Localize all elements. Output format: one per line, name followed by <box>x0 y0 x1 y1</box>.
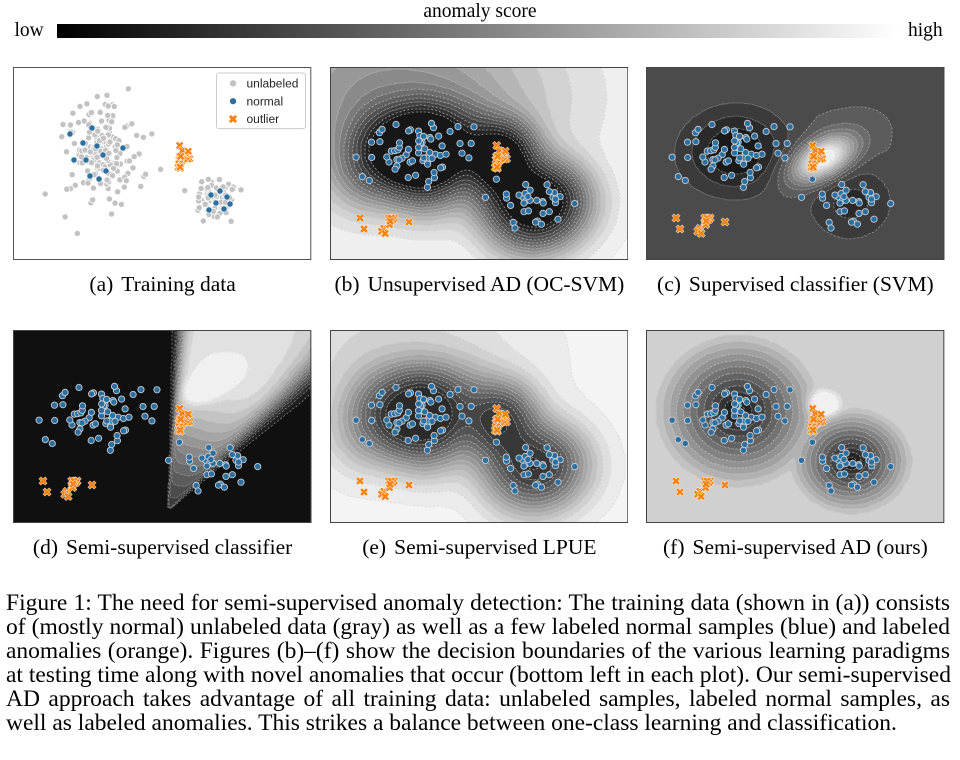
svg-text:normal: normal <box>247 95 284 109</box>
svg-text:unlabeled: unlabeled <box>247 77 299 91</box>
svg-text:outlier: outlier <box>247 112 280 126</box>
